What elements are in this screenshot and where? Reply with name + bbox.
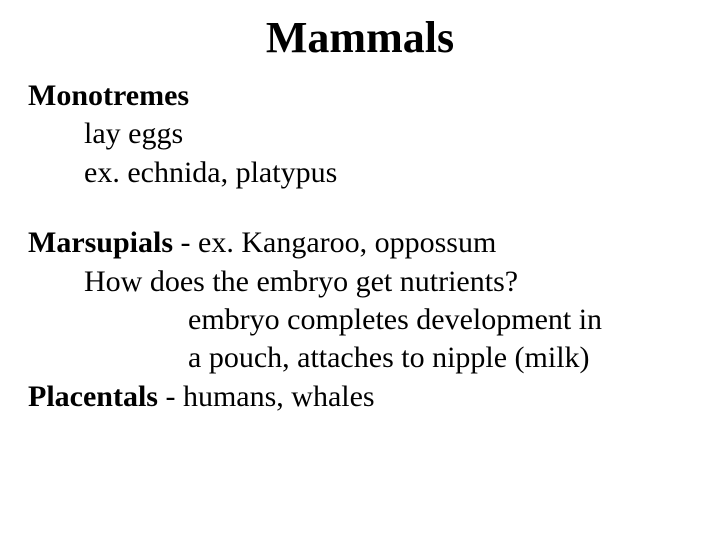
marsupials-answer-2: a pouch, attaches to nipple (milk) [28, 339, 692, 377]
monotremes-line-1: lay eggs [28, 115, 692, 153]
paragraph-gap [28, 192, 692, 224]
marsupials-question: How does the embryo get nutrients? [28, 263, 692, 301]
slide: Mammals Monotremes lay eggs ex. echnida,… [0, 0, 720, 540]
monotremes-heading: Monotremes [28, 77, 692, 115]
placentals-heading: Placentals [28, 380, 165, 413]
monotremes-line-2: ex. echnida, platypus [28, 154, 692, 192]
marsupials-heading: Marsupials [28, 226, 173, 259]
slide-title: Mammals [28, 12, 692, 63]
placentals-line: Placentals - humans, whales [28, 378, 692, 416]
marsupials-examples: - ex. Kangaroo, oppossum [173, 226, 496, 259]
placentals-examples: - humans, whales [165, 380, 374, 413]
marsupials-line: Marsupials - ex. Kangaroo, oppossum [28, 224, 692, 262]
slide-body: Monotremes lay eggs ex. echnida, platypu… [28, 77, 692, 416]
marsupials-answer-1: embryo completes development in [28, 301, 692, 339]
